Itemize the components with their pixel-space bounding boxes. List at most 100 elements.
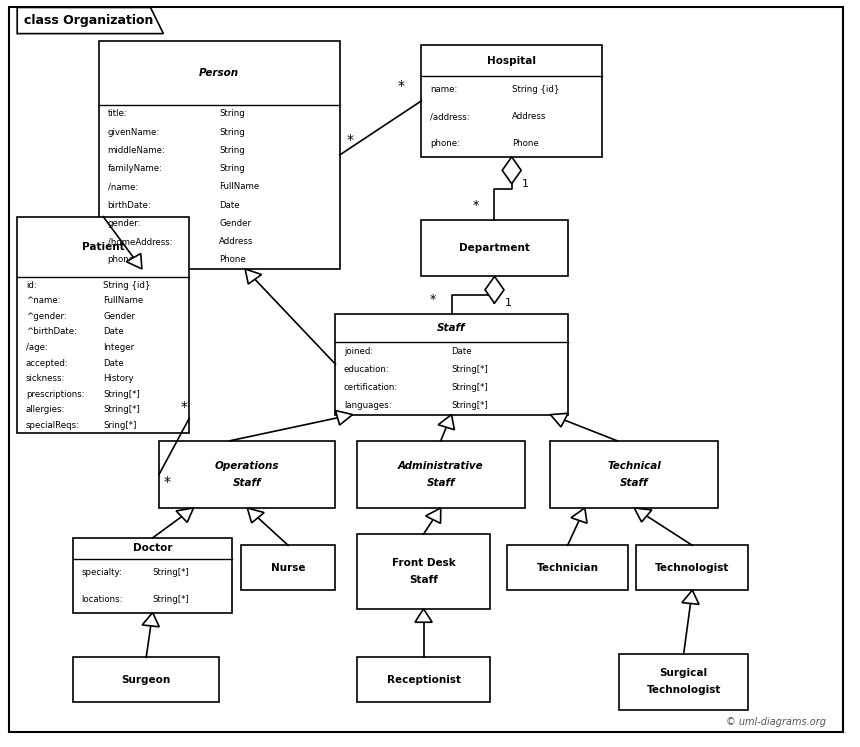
Text: ^name:: ^name: <box>26 296 60 306</box>
Text: String[*]: String[*] <box>452 401 488 410</box>
Text: id:: id: <box>26 281 36 290</box>
Polygon shape <box>142 613 159 627</box>
Text: phone:: phone: <box>430 139 460 148</box>
Bar <box>357 441 525 508</box>
Text: accepted:: accepted: <box>26 359 69 368</box>
Text: education:: education: <box>344 365 390 374</box>
Bar <box>421 220 568 276</box>
Bar <box>507 545 628 590</box>
Text: Surgeon: Surgeon <box>121 675 171 685</box>
Text: String[*]: String[*] <box>103 390 140 399</box>
Text: specialReqs:: specialReqs: <box>26 421 80 430</box>
Bar <box>17 217 189 433</box>
Text: gender:: gender: <box>108 219 141 228</box>
Text: *: * <box>473 199 479 212</box>
Text: Surgical: Surgical <box>660 669 708 678</box>
Text: String: String <box>219 146 245 155</box>
Text: title:: title: <box>108 110 127 119</box>
Text: String[*]: String[*] <box>452 365 488 374</box>
Text: Date: Date <box>219 201 240 210</box>
Text: *: * <box>430 293 436 306</box>
Bar <box>357 534 490 609</box>
Text: String: String <box>219 164 245 173</box>
Text: joined:: joined: <box>344 347 373 356</box>
Text: Address: Address <box>219 237 254 246</box>
Text: Phone: Phone <box>219 255 246 264</box>
Text: Nurse: Nurse <box>271 562 305 573</box>
Text: String[*]: String[*] <box>153 568 189 577</box>
Text: Doctor: Doctor <box>133 543 172 554</box>
Text: Gender: Gender <box>219 219 251 228</box>
Polygon shape <box>502 157 521 184</box>
Polygon shape <box>248 508 264 523</box>
Text: Gender: Gender <box>103 311 135 320</box>
Text: *: * <box>397 78 404 93</box>
Text: Date: Date <box>452 347 472 356</box>
Polygon shape <box>682 590 699 604</box>
Text: Operations: Operations <box>215 461 280 471</box>
Polygon shape <box>126 253 142 269</box>
Text: class Organization: class Organization <box>24 14 153 28</box>
Text: Integer: Integer <box>103 343 134 352</box>
Text: phone:: phone: <box>108 255 138 264</box>
Text: certification:: certification: <box>344 383 398 392</box>
Bar <box>73 538 232 613</box>
Text: Staff: Staff <box>233 477 261 488</box>
Text: Person: Person <box>200 68 239 78</box>
Polygon shape <box>245 269 261 284</box>
Text: locations:: locations: <box>82 595 123 604</box>
Polygon shape <box>426 508 440 524</box>
Text: Patient: Patient <box>82 242 125 252</box>
Text: Staff: Staff <box>427 477 455 488</box>
Text: 1: 1 <box>522 179 529 189</box>
Text: String {id}: String {id} <box>103 281 150 290</box>
Text: familyName:: familyName: <box>108 164 163 173</box>
Bar <box>241 545 335 590</box>
Bar <box>99 41 340 269</box>
Text: /address:: /address: <box>430 112 470 121</box>
Text: Front Desk: Front Desk <box>391 558 456 568</box>
Text: ^birthDate:: ^birthDate: <box>26 327 77 336</box>
Text: String {id}: String {id} <box>512 85 559 94</box>
Text: Date: Date <box>103 359 124 368</box>
Text: /age:: /age: <box>26 343 47 352</box>
Text: String: String <box>219 110 245 119</box>
Text: History: History <box>103 374 134 383</box>
Text: Technologist: Technologist <box>647 685 721 695</box>
Bar <box>357 657 490 702</box>
Bar <box>619 654 748 710</box>
Bar <box>73 657 219 702</box>
Text: Administrative: Administrative <box>398 461 483 471</box>
Text: Technical: Technical <box>607 461 661 471</box>
Text: /name:: /name: <box>108 182 138 191</box>
Text: Staff: Staff <box>437 323 466 333</box>
Text: Phone: Phone <box>512 139 538 148</box>
Text: sickness:: sickness: <box>26 374 65 383</box>
Bar <box>421 45 602 157</box>
Polygon shape <box>176 508 194 522</box>
Text: middleName:: middleName: <box>108 146 165 155</box>
Text: *: * <box>181 400 187 414</box>
Text: Staff: Staff <box>620 477 648 488</box>
Polygon shape <box>17 7 163 34</box>
Bar <box>636 545 748 590</box>
Polygon shape <box>439 415 454 430</box>
Polygon shape <box>335 411 353 425</box>
Text: Staff: Staff <box>409 574 438 585</box>
Text: FullName: FullName <box>219 182 260 191</box>
Bar <box>335 314 568 415</box>
Text: 1: 1 <box>505 298 512 309</box>
Text: ^gender:: ^gender: <box>26 311 66 320</box>
Polygon shape <box>571 508 587 523</box>
Polygon shape <box>415 609 432 622</box>
Text: FullName: FullName <box>103 296 144 306</box>
Text: Sring[*]: Sring[*] <box>103 421 137 430</box>
Text: String[*]: String[*] <box>153 595 189 604</box>
Text: prescriptions:: prescriptions: <box>26 390 84 399</box>
Text: *: * <box>163 474 170 489</box>
Bar <box>550 441 718 508</box>
Text: String[*]: String[*] <box>452 383 488 392</box>
Text: String: String <box>219 128 245 137</box>
Text: /homeAddress:: /homeAddress: <box>108 237 172 246</box>
Bar <box>159 441 335 508</box>
